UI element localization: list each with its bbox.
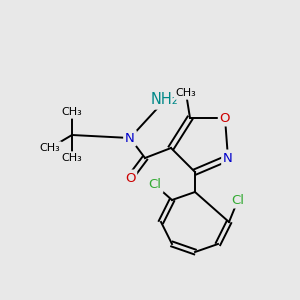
Text: O: O — [125, 172, 135, 184]
Text: CH₃: CH₃ — [61, 153, 82, 163]
Text: N: N — [125, 131, 135, 145]
Text: N: N — [223, 152, 233, 164]
Text: CH₃: CH₃ — [61, 107, 82, 117]
Text: CH₃: CH₃ — [176, 88, 197, 98]
Text: NH₂: NH₂ — [151, 92, 179, 107]
Text: O: O — [220, 112, 230, 124]
Text: Cl: Cl — [232, 194, 244, 206]
Text: CH₃: CH₃ — [40, 143, 60, 153]
Text: Cl: Cl — [148, 178, 161, 191]
